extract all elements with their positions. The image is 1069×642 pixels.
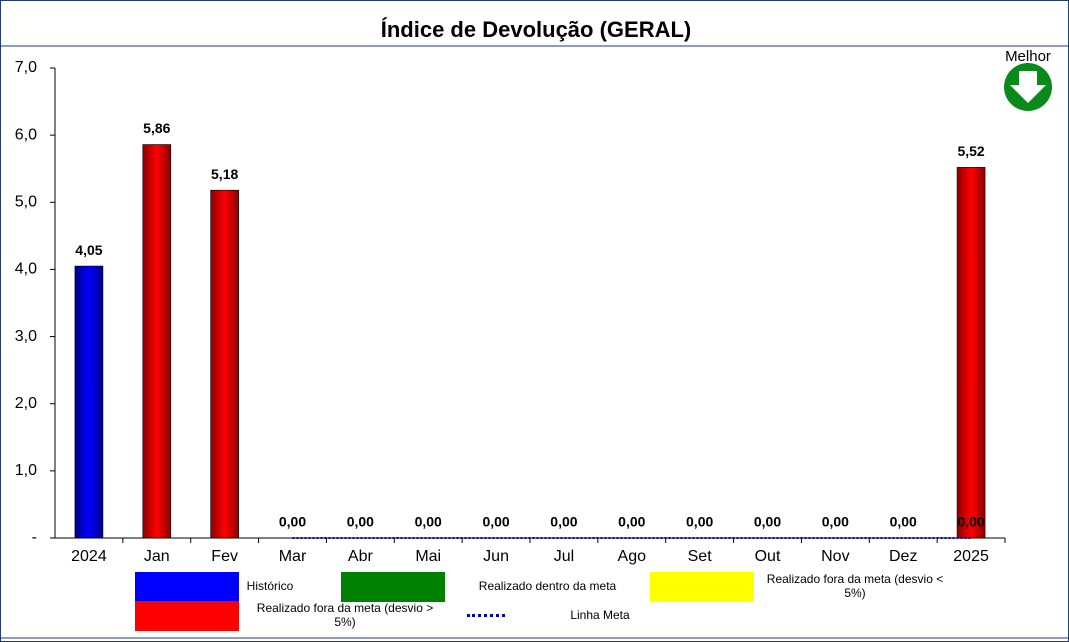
x-tick-label: Fev bbox=[211, 548, 238, 565]
y-tick-label: 2,0 bbox=[15, 395, 37, 412]
value-label: 5,86 bbox=[143, 120, 170, 136]
x-tick-label: Nov bbox=[821, 548, 849, 565]
value-label: 0,00 bbox=[347, 514, 374, 530]
y-tick-label: 4,0 bbox=[15, 261, 37, 278]
value-label: 0,00 bbox=[618, 514, 645, 530]
value-label: 0,00 bbox=[279, 514, 306, 530]
legend-swatch bbox=[341, 572, 445, 602]
y-tick-label: 6,0 bbox=[15, 126, 37, 143]
legend-swatch bbox=[467, 614, 505, 617]
legend-swatch bbox=[135, 601, 239, 631]
x-tick-label: Dez bbox=[889, 548, 917, 565]
y-tick-label: 1,0 bbox=[15, 462, 37, 479]
y-tick-label: 5,0 bbox=[15, 194, 37, 211]
x-tick-label: Out bbox=[755, 548, 781, 565]
value-label: 0,00 bbox=[754, 514, 781, 530]
value-label: 0,00 bbox=[415, 514, 442, 530]
value-label: 0,00 bbox=[957, 514, 984, 530]
legend-label: Histórico bbox=[246, 579, 294, 593]
x-tick-label: Jul bbox=[554, 548, 574, 565]
bar-shade bbox=[74, 266, 103, 538]
x-tick-label: Ago bbox=[618, 548, 647, 565]
legend-label: Realizado dentro da meta bbox=[478, 579, 617, 593]
x-tick-label: Mai bbox=[415, 548, 441, 565]
x-tick-label: Set bbox=[688, 548, 713, 565]
legend-swatch bbox=[650, 572, 754, 602]
y-tick-label: 7,0 bbox=[15, 59, 37, 76]
legend-label: Realizado fora da meta (desvio > 5%) bbox=[256, 601, 434, 629]
x-tick-label: 2025 bbox=[953, 548, 989, 565]
value-label: 4,05 bbox=[75, 242, 102, 258]
y-tick-label: 3,0 bbox=[15, 328, 37, 345]
x-tick-label: Jun bbox=[483, 548, 509, 565]
value-label: 0,00 bbox=[822, 514, 849, 530]
better-arrow bbox=[1004, 63, 1052, 111]
chart-title: Índice de Devolução (GERAL) bbox=[381, 17, 692, 42]
value-label: 0,00 bbox=[482, 514, 509, 530]
x-tick-label: Jan bbox=[144, 548, 170, 565]
value-label: 0,00 bbox=[890, 514, 917, 530]
bar-shade bbox=[210, 190, 239, 538]
value-label: 0,00 bbox=[550, 514, 577, 530]
x-tick-label: 2024 bbox=[71, 548, 107, 565]
value-label: 5,18 bbox=[211, 166, 238, 182]
bar-shade bbox=[142, 144, 171, 539]
legend-label: Realizado fora da meta (desvio < 5%) bbox=[766, 572, 944, 600]
x-tick-label: Mar bbox=[279, 548, 307, 565]
legend-label: Linha Meta bbox=[570, 608, 630, 622]
value-label: 5,52 bbox=[957, 143, 984, 159]
x-tick-label: Abr bbox=[348, 548, 374, 565]
y-tick-label: - bbox=[32, 529, 37, 546]
bar-shade bbox=[957, 167, 986, 538]
annotation: Melhor bbox=[1005, 48, 1051, 65]
legend-swatch bbox=[135, 572, 239, 602]
value-label: 0,00 bbox=[686, 514, 713, 530]
